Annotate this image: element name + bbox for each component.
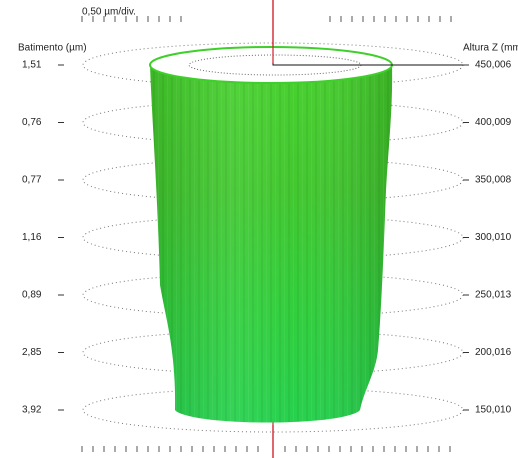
pointer-line (272, 63, 463, 66)
scale-label: 0,50 µm/div. (82, 7, 136, 18)
height-label: 200,016 (475, 347, 512, 358)
height-label: 400,009 (475, 117, 512, 128)
runout-label: 2,85 (22, 347, 42, 358)
runout-label: 0,76 (22, 117, 42, 128)
height-label: 250,013 (475, 290, 512, 301)
scale-ticks (58, 16, 469, 452)
runout-label: 3,92 (22, 405, 42, 416)
cylinder (149, 46, 393, 423)
height-label: 450,006 (475, 60, 512, 71)
runout-label: 0,77 (22, 175, 42, 186)
height-label: 350,008 (475, 175, 512, 186)
right-axis-title: Altura Z (mm (463, 43, 518, 54)
left-axis-title: Batimento (µm) (18, 43, 87, 54)
runout-label: 1,51 (22, 60, 42, 71)
height-label: 150,010 (475, 405, 512, 416)
runout-label: 0,89 (22, 290, 42, 301)
runout-label: 1,16 (22, 232, 42, 243)
height-label: 300,010 (475, 232, 512, 243)
cylinder-texture (150, 65, 393, 423)
